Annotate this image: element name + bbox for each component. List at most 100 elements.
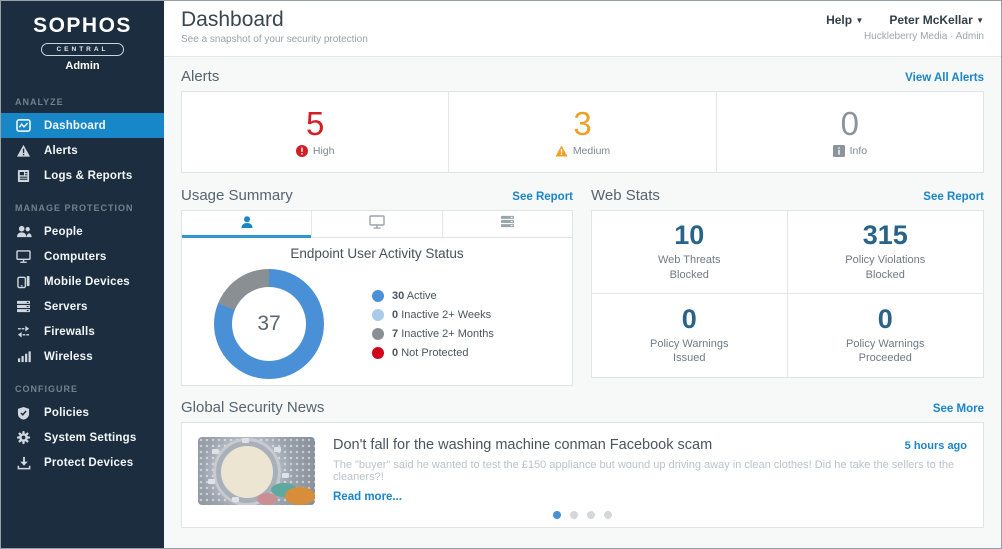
page-subtitle: See a snapshot of your security protecti… xyxy=(181,34,368,45)
legend-item-inactive-weeks: 0 Inactive 2+ Weeks xyxy=(372,308,494,321)
view-all-alerts-link[interactable]: View All Alerts xyxy=(905,72,984,84)
sidebar-item-label: People xyxy=(44,225,83,238)
news-panel: Don't fall for the washing machine conma… xyxy=(181,422,984,528)
sidebar-item-label: Logs & Reports xyxy=(44,169,133,182)
legend-item-active: 30 Active xyxy=(372,289,494,302)
sidebar-item-alerts[interactable]: Alerts xyxy=(1,138,164,163)
sidebar-item-label: Policies xyxy=(44,406,90,419)
sidebar-item-dashboard[interactable]: Dashboard xyxy=(1,113,164,138)
sidebar-item-protect-devices[interactable]: Protect Devices xyxy=(1,450,164,475)
article-summary: The "buyer" said he wanted to test the £… xyxy=(333,459,955,483)
sidebar-item-wireless[interactable]: Wireless xyxy=(1,344,164,369)
medium-severity-icon xyxy=(555,145,568,157)
usage-section-title: Usage Summary xyxy=(181,187,293,204)
legend-item-not-protected: 0 Not Protected xyxy=(372,346,494,359)
info-alert-count: 0 xyxy=(840,105,859,143)
sidebar-item-label: Firewalls xyxy=(44,325,96,338)
mobile-icon xyxy=(15,274,32,290)
sidebar-item-label: Protect Devices xyxy=(44,456,134,469)
article-timestamp: 5 hours ago xyxy=(904,440,967,452)
main-area: Dashboard See a snapshot of your securit… xyxy=(164,1,1001,548)
section-label-configure: CONFIGURE xyxy=(15,384,78,394)
usage-see-report-link[interactable]: See Report xyxy=(512,191,573,203)
topbar-right: Help ▼ Peter McKellar ▼ Huckleberry Media… xyxy=(826,8,984,56)
legend-item-inactive-months: 7 Inactive 2+ Months xyxy=(372,327,494,340)
sidebar-item-label: Dashboard xyxy=(44,119,106,132)
info-alert-label: Info xyxy=(849,144,868,157)
web-stats-panel: 10 Web Threats Blocked 315 Policy Violati… xyxy=(591,210,984,378)
legend-dot-active xyxy=(372,289,384,302)
user-tab-icon xyxy=(240,215,254,234)
signal-bars-icon xyxy=(15,349,32,365)
people-icon xyxy=(15,224,32,240)
sidebar-item-servers[interactable]: Servers xyxy=(1,294,164,319)
admin-label: Admin xyxy=(65,60,100,72)
sidebar-item-logs-reports[interactable]: Logs & Reports xyxy=(1,163,164,188)
stat-value: 0 xyxy=(681,303,697,334)
download-icon xyxy=(15,455,32,471)
article-thumbnail-washing-machine[interactable] xyxy=(198,437,315,505)
info-severity-icon xyxy=(832,144,845,157)
article-headline[interactable]: Don't fall for the washing machine conma… xyxy=(333,437,713,453)
sidebar: SOPHOS CENTRAL Admin ANALYZE Dashboard A… xyxy=(1,1,164,548)
dashboard-content: Alerts View All Alerts 5 High 3 xyxy=(164,57,1001,548)
pager-dot-1[interactable] xyxy=(553,511,561,519)
pager-dot-3[interactable] xyxy=(587,511,595,519)
sidebar-item-mobile-devices[interactable]: Mobile Devices xyxy=(1,269,164,294)
server-tab-icon xyxy=(500,215,515,233)
tab-servers[interactable] xyxy=(441,211,572,237)
news-pager xyxy=(198,505,967,521)
legend-dot-inactive-weeks xyxy=(372,308,384,321)
usage-summary-panel: Endpoint User Activity Status 37 xyxy=(181,210,573,386)
sidebar-item-label: Servers xyxy=(44,300,88,313)
donut-total: 37 xyxy=(232,287,306,361)
web-stats-see-report-link[interactable]: See Report xyxy=(923,191,984,203)
news-section-header: Global Security News See More xyxy=(181,399,984,416)
sidebar-item-computers[interactable]: Computers xyxy=(1,244,164,269)
tab-users[interactable] xyxy=(182,211,312,238)
donut-legend: 30 Active 0 Inactive 2+ Weeks 7 Inactive… xyxy=(372,283,494,366)
chevron-down-icon: ▼ xyxy=(976,16,984,25)
alerts-section-title: Alerts xyxy=(181,68,220,85)
read-more-link[interactable]: Read more... xyxy=(333,491,403,503)
medium-alert-label: Medium xyxy=(572,144,611,157)
stat-value: 0 xyxy=(877,303,893,334)
web-stats-section-header: Web Stats See Report xyxy=(591,187,984,204)
legend-dot-not-protected xyxy=(372,346,384,359)
alert-info-summary[interactable]: 0 Info xyxy=(715,92,983,172)
sidebar-item-policies[interactable]: Policies xyxy=(1,400,164,425)
article-body: Don't fall for the washing machine conma… xyxy=(315,437,967,505)
monitor-icon xyxy=(15,249,32,265)
stat-policy-violations-blocked: 315 Policy Violations Blocked xyxy=(787,211,983,294)
sidebar-item-label: Alerts xyxy=(44,144,78,157)
see-more-link[interactable]: See More xyxy=(932,403,984,415)
sophos-logo: SOPHOS CENTRAL Admin xyxy=(1,1,164,82)
usage-body: Endpoint User Activity Status 37 xyxy=(182,238,572,387)
usage-chart-title: Endpoint User Activity Status xyxy=(290,246,464,261)
sidebar-item-label: System Settings xyxy=(44,431,137,444)
news-section: Global Security News See More xyxy=(181,399,984,528)
alerts-panel: 5 High 3 Medium xyxy=(181,91,984,173)
sidebar-item-system-settings[interactable]: System Settings xyxy=(1,425,164,450)
tab-computers[interactable] xyxy=(311,211,441,237)
computer-tab-icon xyxy=(369,214,385,234)
help-menu[interactable]: Help ▼ xyxy=(826,13,864,27)
sidebar-item-label: Wireless xyxy=(44,350,93,363)
sidebar-item-people[interactable]: People xyxy=(1,219,164,244)
sidebar-item-firewalls[interactable]: Firewalls xyxy=(1,319,164,344)
alert-triangle-icon xyxy=(15,143,32,159)
usage-section-header: Usage Summary See Report xyxy=(181,187,573,204)
usage-tabbar xyxy=(182,211,572,238)
web-stats-section-title: Web Stats xyxy=(591,187,660,204)
stat-policy-warnings-proceeded: 0 Policy Warnings Proceeded xyxy=(846,303,925,365)
legend-dot-inactive-months xyxy=(372,327,384,340)
firewall-arrows-icon xyxy=(15,324,32,340)
pager-dot-2[interactable] xyxy=(570,511,578,519)
sidebar-item-label: Mobile Devices xyxy=(44,275,130,288)
high-severity-icon xyxy=(295,144,308,157)
sophos-wordmark: SOPHOS xyxy=(33,14,132,37)
user-menu[interactable]: Peter McKellar ▼ xyxy=(889,13,984,27)
alert-high-summary[interactable]: 5 High xyxy=(182,92,448,172)
pager-dot-4[interactable] xyxy=(604,511,612,519)
alert-medium-summary[interactable]: 3 Medium xyxy=(448,92,715,172)
